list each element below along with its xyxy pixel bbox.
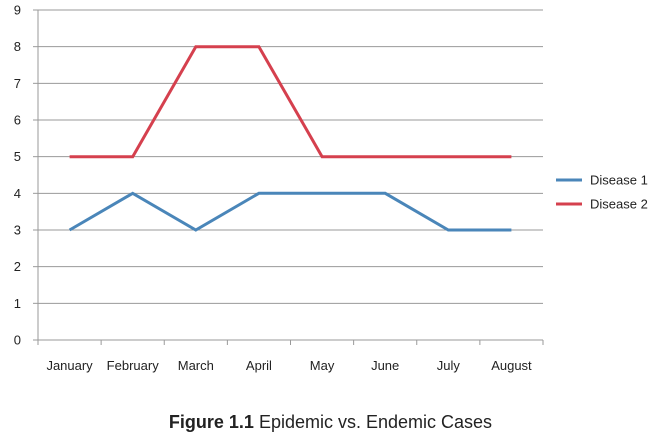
x-tick-labels: January February March April May June July Augu… [46,358,532,373]
y-tick-label: 9 [14,3,21,18]
y-tick-label: 4 [14,186,21,201]
x-tick-label: July [437,358,461,373]
x-tick-label: August [491,358,532,373]
figure-caption-text: Epidemic vs. Endemic Cases [258,412,493,432]
figure-caption: Figure 1.1 Epidemic vs. Endemic Cases [0,412,661,433]
y-tick-label: 1 [14,296,21,311]
figure-number: Figure 1.1 [168,412,254,432]
y-tick-label: 7 [14,76,21,91]
y-tick-label: 6 [14,113,21,128]
legend: Disease 1 Disease 2 [556,173,648,212]
y-tick-label: 5 [14,149,21,164]
x-tick-label: February [107,358,160,373]
y-tick-label: 0 [14,333,21,348]
y-tick-label: 8 [14,39,21,54]
series-line-2 [69,45,512,159]
y-tick-label: 2 [14,259,21,274]
series-line-1 [68,191,512,232]
legend-label: Disease 1 [590,173,648,188]
legend-label: Disease 2 [590,197,648,212]
x-tick-label: January [46,358,93,373]
x-tick-label: May [310,358,335,373]
x-tick-label: June [371,358,399,373]
x-tick-label: April [246,358,272,373]
y-tick-labels: 0 1 2 3 4 5 6 7 8 9 [14,3,21,348]
y-tick-label: 3 [14,223,21,238]
series-lines [68,45,512,232]
x-tick-label: March [178,358,214,373]
axes [33,9,544,345]
